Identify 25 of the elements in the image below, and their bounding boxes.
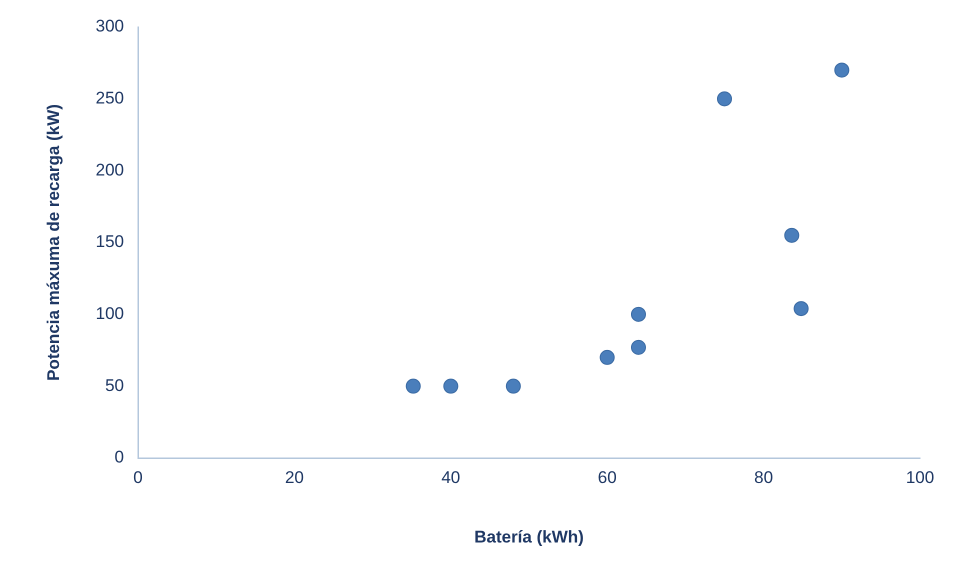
- x-tick-label: 60: [598, 468, 617, 487]
- point: [630, 306, 646, 322]
- point: [506, 378, 521, 394]
- x-tick-label: 80: [754, 468, 774, 487]
- x-tick-label: 0: [133, 468, 143, 487]
- point: [406, 378, 421, 394]
- point: [600, 350, 615, 365]
- x-axis-title: Batería (kWh): [474, 527, 584, 546]
- y-tick-label: 250: [96, 88, 124, 108]
- point: [443, 378, 458, 394]
- x-tick-label: 100: [906, 468, 934, 487]
- point: [630, 340, 646, 355]
- x-tick-label: 40: [441, 468, 460, 487]
- y-tick-label: 200: [96, 160, 124, 180]
- point: [794, 301, 809, 316]
- x-tick-label: 20: [284, 468, 304, 487]
- y-axis-title: Potencia máxuma de recarga (kW): [44, 104, 63, 381]
- y-tick-label: 300: [96, 16, 124, 36]
- point: [717, 91, 732, 106]
- y-tick-label: 0: [114, 448, 124, 467]
- point: [784, 228, 800, 243]
- point: [834, 62, 850, 78]
- y-tick-label: 50: [105, 376, 124, 395]
- y-tick-label: 100: [96, 304, 124, 324]
- y-tick-label: 150: [96, 232, 124, 252]
